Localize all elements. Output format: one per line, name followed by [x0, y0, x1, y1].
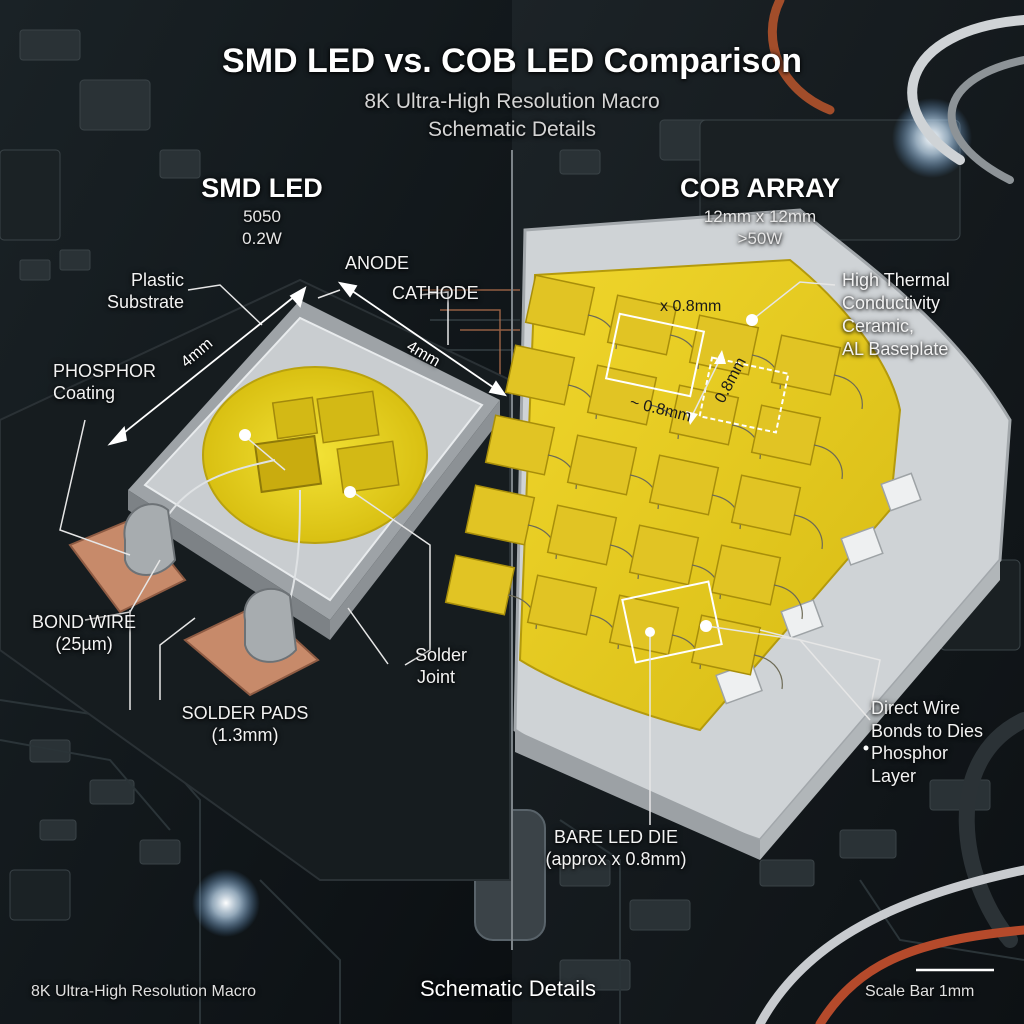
label-wire-bonds-2: Bonds to Dies [871, 721, 984, 741]
bare-led-die [566, 434, 638, 496]
label-plastic-substrate-2: Substrate [106, 292, 184, 312]
callout-dot [344, 486, 356, 498]
label-ceramic-4: AL Baseplate [842, 339, 949, 359]
cob-highlighted-dies [604, 312, 790, 664]
cob-leader-lines [649, 281, 881, 825]
label-ceramic-3: Ceramic, [842, 316, 915, 336]
label-coating: Coating [53, 383, 116, 403]
page-title: SMD LED vs. COB LED Comparison [222, 42, 802, 80]
smd-heading: SMD LED [201, 173, 323, 203]
cob-spec-size: 12mm x 12mm [703, 207, 817, 226]
callout-dot [645, 627, 655, 637]
smd-leader-lines [59, 284, 449, 710]
callout-dot [239, 429, 251, 441]
cob-die-grid [444, 274, 863, 690]
cob-bond-wire [773, 584, 803, 620]
label-anode: ANODE [345, 253, 410, 273]
cob-dimension-arrows [686, 350, 726, 425]
label-bare-die-size: (approx x 0.8mm) [545, 849, 687, 869]
smd-spec-model: 5050 [243, 207, 281, 226]
solder-joint [123, 503, 177, 576]
label-cathode: CATHODE [392, 283, 479, 303]
bare-led-die [484, 414, 556, 476]
indicator-light-icon [192, 869, 260, 937]
label-phosphor-layer-1: Phosphor [871, 743, 949, 763]
label-solder-pads: SOLDER PADS [181, 703, 309, 723]
cob-bond-wire [833, 374, 863, 410]
cob-dimension-top: x 0.8mm [660, 298, 722, 315]
footer-scale-label: Scale Bar 1mm [865, 983, 975, 1000]
bare-led-die [524, 274, 596, 336]
cob-bond-wire [753, 654, 783, 690]
page-subtitle-line2: Schematic Details [427, 118, 597, 141]
footer-left: 8K Ultra-High Resolution Macro [31, 983, 256, 1000]
label-solder-joint-2: Joint [416, 667, 456, 687]
label-bare-die: BARE LED DIE [553, 827, 679, 847]
page-subtitle-line1: 8K Ultra-High Resolution Macro [364, 90, 660, 113]
label-solder-joint-1: Solder [414, 645, 468, 665]
smd-dimension-arrows [107, 281, 508, 446]
bare-led-die [608, 594, 680, 656]
bare-led-die [444, 554, 516, 616]
bare-led-die [546, 504, 618, 566]
label-bond-wire-size: (25µm) [55, 634, 113, 654]
footer-center: Schematic Details [419, 976, 597, 1001]
solder-joint [243, 587, 298, 663]
bare-led-die [648, 454, 720, 516]
callout-dot [746, 314, 758, 326]
bare-led-die [688, 314, 760, 376]
bare-led-die [750, 404, 822, 466]
label-phosphor-layer-2: Layer [871, 766, 917, 786]
bare-led-die [628, 524, 700, 586]
cob-spec-power: >50W [737, 229, 783, 248]
label-solder-pads-size: (1.3mm) [211, 725, 279, 745]
label-ceramic-1: High Thermal [842, 270, 950, 290]
smd-spec-power: 0.2W [242, 229, 282, 248]
bare-led-die [770, 334, 842, 396]
cob-heading: COB ARRAY [679, 173, 841, 203]
cable-wires [755, 0, 1024, 1024]
bare-led-die [526, 574, 598, 636]
bare-led-die [504, 344, 576, 406]
bare-led-die [464, 484, 536, 546]
callout-dot [863, 745, 869, 751]
label-ceramic-2: Conductivity [842, 293, 941, 313]
bare-led-die [710, 544, 782, 606]
label-plastic-substrate-1: Plastic [130, 270, 184, 290]
bare-led-die [606, 294, 678, 356]
led-die [253, 434, 323, 494]
callout-dot [700, 620, 712, 632]
bare-led-die [668, 384, 740, 446]
cob-bond-wire [813, 444, 843, 480]
label-phosphor: PHOSPHOR [53, 361, 157, 381]
bare-led-die [730, 474, 802, 536]
label-wire-bonds-1: Direct Wire [871, 698, 960, 718]
copper-traces [420, 289, 520, 380]
bare-led-die [586, 364, 658, 426]
pcb-components [0, 29, 1021, 991]
label-bond-wire: BOND WIRE [31, 612, 137, 632]
cob-bond-wire [793, 514, 823, 550]
